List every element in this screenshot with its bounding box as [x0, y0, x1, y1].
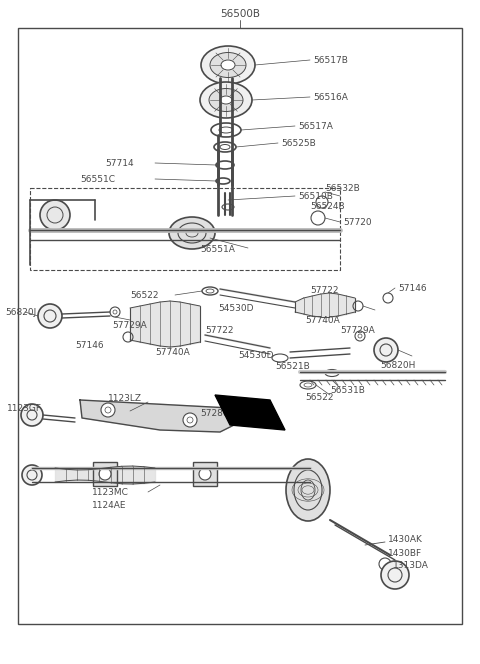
Circle shape: [381, 561, 409, 589]
Ellipse shape: [220, 96, 232, 104]
Text: 57146: 57146: [75, 341, 104, 349]
Polygon shape: [215, 395, 285, 430]
Text: 56516A: 56516A: [313, 92, 348, 102]
Bar: [18, 28, 462, 624]
Text: 56820H: 56820H: [380, 361, 415, 369]
Ellipse shape: [200, 82, 252, 118]
Text: 56500B: 56500B: [220, 9, 260, 19]
Circle shape: [101, 403, 115, 417]
Bar: [93, 462, 117, 486]
Circle shape: [199, 468, 211, 480]
Ellipse shape: [169, 217, 215, 249]
Text: 56522: 56522: [305, 392, 334, 402]
Text: 57740A: 57740A: [155, 347, 190, 357]
Circle shape: [38, 304, 62, 328]
Ellipse shape: [209, 88, 243, 112]
Text: 57146: 57146: [398, 284, 427, 293]
Text: 1123GF: 1123GF: [7, 404, 42, 412]
Text: 1124AE: 1124AE: [92, 501, 127, 509]
Ellipse shape: [221, 60, 235, 70]
Circle shape: [183, 413, 197, 427]
Text: 57720: 57720: [343, 218, 372, 226]
Text: 56551C: 56551C: [80, 175, 115, 183]
Text: 1430AK: 1430AK: [388, 535, 423, 544]
Text: 57722: 57722: [310, 286, 338, 295]
Ellipse shape: [286, 459, 330, 521]
Text: 56517A: 56517A: [298, 122, 333, 131]
Text: 57722: 57722: [205, 325, 233, 335]
Text: 56525B: 56525B: [281, 139, 316, 147]
Circle shape: [22, 465, 42, 485]
Text: 54530D: 54530D: [238, 351, 274, 359]
Text: 56820J: 56820J: [5, 307, 36, 317]
Text: 56551A: 56551A: [200, 244, 235, 254]
Text: 56531B: 56531B: [330, 386, 365, 394]
Text: 57729A: 57729A: [112, 321, 147, 329]
Text: 1123MC: 1123MC: [92, 487, 129, 497]
Text: 56517B: 56517B: [313, 56, 348, 64]
Circle shape: [374, 338, 398, 362]
Text: 56532B: 56532B: [325, 183, 360, 193]
Text: 57740A: 57740A: [305, 315, 340, 325]
Text: 56524B: 56524B: [310, 201, 345, 210]
Text: 54530D: 54530D: [218, 303, 253, 313]
Text: 57714: 57714: [105, 159, 133, 167]
Text: 57729A: 57729A: [340, 325, 375, 335]
Text: 1430BF: 1430BF: [388, 548, 422, 558]
Ellipse shape: [201, 46, 255, 84]
Circle shape: [40, 200, 70, 230]
Circle shape: [99, 468, 111, 480]
Bar: [193, 462, 217, 486]
Text: 56522: 56522: [130, 291, 158, 299]
Text: 56521B: 56521B: [275, 361, 310, 371]
Ellipse shape: [210, 52, 246, 78]
Text: 56510B: 56510B: [298, 191, 333, 201]
Bar: [30, 188, 340, 270]
Circle shape: [21, 404, 43, 426]
Text: 57280: 57280: [200, 408, 228, 418]
Text: 1313DA: 1313DA: [393, 562, 429, 570]
Text: 1123LZ: 1123LZ: [108, 394, 142, 402]
Polygon shape: [80, 400, 240, 432]
